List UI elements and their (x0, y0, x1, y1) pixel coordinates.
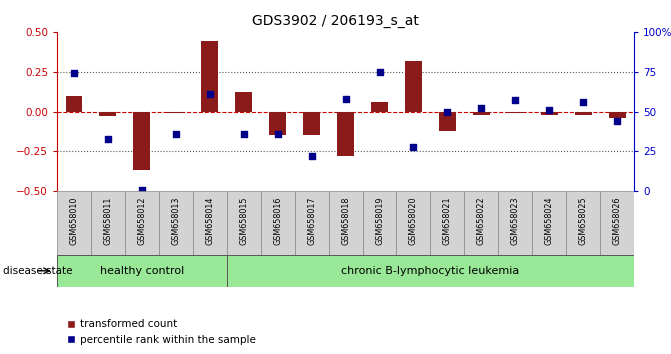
Bar (371, 102, 388, 112)
Point (170, 131, 181, 137)
Point (272, 131, 283, 137)
Bar (236, 92, 252, 112)
Text: healthy control: healthy control (100, 266, 184, 276)
Text: GSM658023: GSM658023 (511, 196, 520, 245)
Text: GSM658026: GSM658026 (613, 196, 621, 245)
Bar (439, 112, 456, 131)
Bar (125, 191, 159, 255)
Text: GSM658012: GSM658012 (138, 196, 146, 245)
Text: GSM658022: GSM658022 (477, 196, 486, 245)
Bar (99, 112, 117, 116)
Text: chronic B-lymphocytic leukemia: chronic B-lymphocytic leukemia (342, 266, 519, 276)
Bar (227, 191, 261, 255)
Bar (57, 191, 91, 255)
Point (476, 105, 486, 111)
Text: GSM658018: GSM658018 (341, 196, 350, 245)
Point (68, 70, 79, 76)
Bar (499, 191, 532, 255)
Point (238, 131, 249, 137)
Bar (566, 191, 600, 255)
Bar (609, 112, 625, 118)
Bar (303, 112, 320, 135)
Bar (362, 191, 397, 255)
Text: GSM658015: GSM658015 (240, 196, 248, 245)
Text: GSM658014: GSM658014 (205, 196, 214, 245)
Text: GSM658025: GSM658025 (578, 196, 588, 245)
Point (544, 107, 555, 113)
Point (306, 153, 317, 159)
Text: GSM658016: GSM658016 (273, 196, 282, 245)
Point (205, 91, 215, 97)
Point (374, 69, 385, 75)
Text: GSM658017: GSM658017 (307, 196, 316, 245)
Point (408, 144, 419, 149)
Point (578, 99, 588, 105)
Bar (201, 41, 218, 112)
Bar (159, 191, 193, 255)
Point (612, 118, 623, 124)
Text: GSM658011: GSM658011 (103, 196, 113, 245)
Text: GSM658010: GSM658010 (70, 196, 79, 245)
Bar (337, 112, 354, 156)
Text: GDS3902 / 206193_s_at: GDS3902 / 206193_s_at (252, 14, 419, 28)
Bar (193, 191, 227, 255)
Point (340, 96, 351, 102)
Bar (66, 96, 83, 112)
Bar (473, 112, 490, 115)
Text: GSM658020: GSM658020 (409, 196, 418, 245)
Point (103, 136, 113, 142)
Bar (295, 191, 329, 255)
Bar (91, 191, 125, 255)
Text: GSM658021: GSM658021 (443, 196, 452, 245)
Bar (507, 112, 524, 113)
Bar (574, 112, 592, 115)
Bar (600, 191, 634, 255)
Bar (532, 191, 566, 255)
Bar (261, 191, 295, 255)
Bar (397, 191, 430, 255)
Point (442, 109, 453, 114)
Bar (134, 112, 150, 170)
Bar (405, 61, 422, 112)
Point (510, 97, 521, 103)
Bar (227, 255, 634, 287)
Text: GSM658019: GSM658019 (375, 196, 384, 245)
Bar (430, 191, 464, 255)
Bar (329, 191, 362, 255)
Bar (269, 112, 286, 135)
Legend: transformed count, percentile rank within the sample: transformed count, percentile rank withi… (62, 315, 260, 349)
Point (136, 187, 147, 193)
Bar (57, 255, 227, 287)
Text: GSM658013: GSM658013 (171, 196, 180, 245)
Text: disease state: disease state (3, 266, 73, 276)
Bar (541, 112, 558, 115)
Bar (464, 191, 499, 255)
Text: GSM658024: GSM658024 (545, 196, 554, 245)
Bar (167, 112, 185, 113)
